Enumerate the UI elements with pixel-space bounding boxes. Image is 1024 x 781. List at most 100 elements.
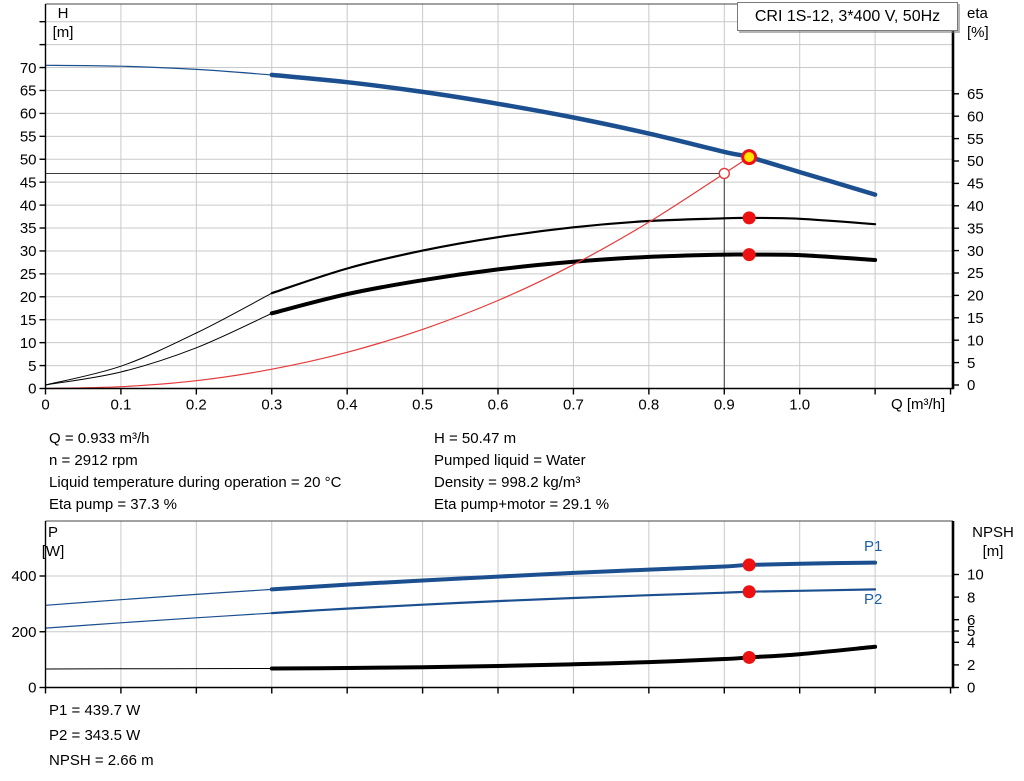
eta-pump-point bbox=[742, 211, 756, 225]
annotation-speed: n = 2912 rpm bbox=[49, 452, 138, 469]
right-axis-tick-label: 35 bbox=[967, 220, 984, 237]
left-axis-tick-label: 10 bbox=[20, 335, 37, 352]
duty-point bbox=[718, 167, 730, 180]
left-axis-tick-label: 50 bbox=[20, 151, 37, 168]
p1-curve bbox=[269, 560, 878, 592]
system-curve bbox=[44, 156, 750, 390]
annotation-p2: P2 = 343.5 W bbox=[49, 727, 141, 744]
right-axis-tick-label: 45 bbox=[967, 176, 984, 193]
npsh-extension bbox=[45, 668, 273, 670]
right-axis-tick-label: 55 bbox=[967, 131, 984, 148]
h-curve bbox=[269, 72, 878, 197]
eta-axis-title: eta [%] bbox=[967, 4, 1017, 42]
x-axis-tick-label: 0 bbox=[41, 397, 49, 414]
right-axis-tick-label: 20 bbox=[967, 288, 984, 305]
h-axis-title: H [m] bbox=[45, 4, 81, 42]
eta-axis-unit: [%] bbox=[967, 24, 989, 41]
q-axis-label: Q [m³/h] bbox=[891, 396, 946, 413]
left-axis-tick-label: 60 bbox=[20, 106, 37, 123]
right-axis-tick-label: 40 bbox=[967, 198, 984, 215]
x-axis-tick-label: 0.9 bbox=[714, 397, 735, 414]
h-axis-name: H bbox=[57, 5, 69, 22]
p-axis-title: P [W] bbox=[33, 523, 73, 561]
result-annotations-left: Q = 0.933 m³/h n = 2912 rpm Liquid tempe… bbox=[49, 428, 341, 516]
x-axis-tick-label: 1.0 bbox=[789, 397, 810, 414]
left-axis-tick-label: 65 bbox=[20, 83, 37, 100]
left-axis-tick-label: 5 bbox=[28, 358, 36, 375]
npsh-axis-name: NPSH bbox=[972, 524, 1014, 541]
right-axis-tick-label: 30 bbox=[967, 243, 984, 260]
annotation-liquid: Pumped liquid = Water bbox=[434, 452, 586, 469]
right-axis-tick-label: 65 bbox=[967, 86, 984, 103]
right-axis-tick-label: 6 bbox=[967, 612, 975, 629]
x-axis-tick-label: 0.6 bbox=[488, 397, 509, 414]
annotation-density: Density = 998.2 kg/m³ bbox=[434, 474, 581, 491]
npsh-point bbox=[742, 650, 756, 664]
h-curve-extension bbox=[44, 64, 273, 76]
left-axis-tick-label: 40 bbox=[20, 197, 37, 214]
left-axis-tick-label: 45 bbox=[20, 174, 37, 191]
chart-title-box: CRI 1S-12, 3*400 V, 50Hz bbox=[737, 2, 958, 31]
p1-extension bbox=[44, 588, 273, 606]
x-axis-tick-label: 0.2 bbox=[186, 397, 207, 414]
annotation-head: H = 50.47 m bbox=[434, 430, 517, 447]
left-axis-tick-label: 400 bbox=[11, 568, 36, 585]
eta-pump-curve bbox=[270, 216, 877, 295]
left-axis-tick-label: 25 bbox=[20, 266, 37, 283]
result-annotations-right: H = 50.47 m Pumped liquid = Water Densit… bbox=[434, 428, 609, 516]
right-axis-tick-label: 5 bbox=[967, 623, 975, 640]
p-axis-unit: [W] bbox=[41, 543, 65, 560]
right-axis-tick-label: 10 bbox=[967, 567, 984, 584]
h-axis-unit: [m] bbox=[52, 24, 74, 41]
p-axis-name: P bbox=[47, 524, 58, 541]
eta-pump-motor-point bbox=[742, 248, 756, 262]
right-axis-tick-label: 60 bbox=[967, 108, 984, 125]
right-axis-tick-label: 5 bbox=[967, 355, 975, 372]
left-axis-tick-label: 35 bbox=[20, 220, 37, 237]
x-axis-tick-label: 0.1 bbox=[110, 397, 131, 414]
annotation-p1: P1 = 439.7 W bbox=[49, 702, 141, 719]
eta-pump-motor-extension bbox=[45, 312, 273, 386]
right-axis-tick-label: 25 bbox=[967, 265, 984, 282]
annotation-eta-pump: Eta pump = 37.3 % bbox=[49, 496, 177, 513]
p2-series-label: P2 bbox=[864, 591, 883, 608]
right-axis-tick-label: 2 bbox=[967, 657, 975, 674]
p2-extension bbox=[44, 612, 273, 629]
left-axis-tick-label: 0 bbox=[28, 680, 36, 697]
chart-title: CRI 1S-12, 3*400 V, 50Hz bbox=[754, 7, 941, 25]
annotation-temperature: Liquid temperature during operation = 20… bbox=[49, 474, 342, 491]
left-axis-tick-label: 200 bbox=[11, 624, 36, 641]
p2-curve bbox=[270, 588, 877, 615]
left-axis-tick-label: 15 bbox=[20, 312, 37, 329]
right-axis-tick-label: 0 bbox=[967, 377, 975, 394]
npsh-axis-unit: [m] bbox=[982, 543, 1004, 560]
left-axis-tick-label: 0 bbox=[28, 381, 36, 398]
left-axis-tick-label: 20 bbox=[20, 289, 37, 306]
annotation-flow: Q = 0.933 m³/h bbox=[49, 430, 150, 447]
left-axis-tick-label: 55 bbox=[20, 129, 37, 146]
result-annotations-bottom: P1 = 439.7 W P2 = 343.5 W NPSH = 2.66 m bbox=[49, 698, 154, 773]
right-axis-tick-label: 4 bbox=[967, 635, 975, 652]
right-axis-tick-label: 15 bbox=[967, 310, 984, 327]
right-axis-tick-label: 50 bbox=[967, 153, 984, 170]
p1-point bbox=[742, 558, 756, 572]
left-axis-tick-label: 30 bbox=[20, 243, 37, 260]
x-axis-tick-label: 0.7 bbox=[563, 397, 584, 414]
npsh-axis-title: NPSH [m] bbox=[968, 523, 1018, 561]
right-axis-tick-label: 10 bbox=[967, 332, 984, 349]
left-axis-tick-label: 70 bbox=[20, 60, 37, 77]
right-axis-tick-label: 8 bbox=[967, 589, 975, 606]
operating-point bbox=[741, 149, 758, 166]
npsh-curve bbox=[269, 644, 878, 671]
p1-series-label: P1 bbox=[864, 538, 883, 555]
p2-point bbox=[742, 585, 756, 599]
annotation-eta-pump-motor: Eta pump+motor = 29.1 % bbox=[434, 496, 610, 513]
x-axis-tick-label: 0.4 bbox=[337, 397, 358, 414]
x-axis-tick-label: 0.3 bbox=[261, 397, 282, 414]
right-axis-tick-label: 0 bbox=[967, 680, 975, 697]
x-axis-tick-label: 0.5 bbox=[412, 397, 433, 414]
eta-axis-name: eta bbox=[967, 5, 988, 22]
x-axis-tick-label: 0.8 bbox=[638, 397, 659, 414]
